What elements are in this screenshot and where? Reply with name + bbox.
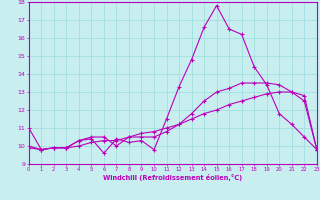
X-axis label: Windchill (Refroidissement éolien,°C): Windchill (Refroidissement éolien,°C) [103, 174, 243, 181]
